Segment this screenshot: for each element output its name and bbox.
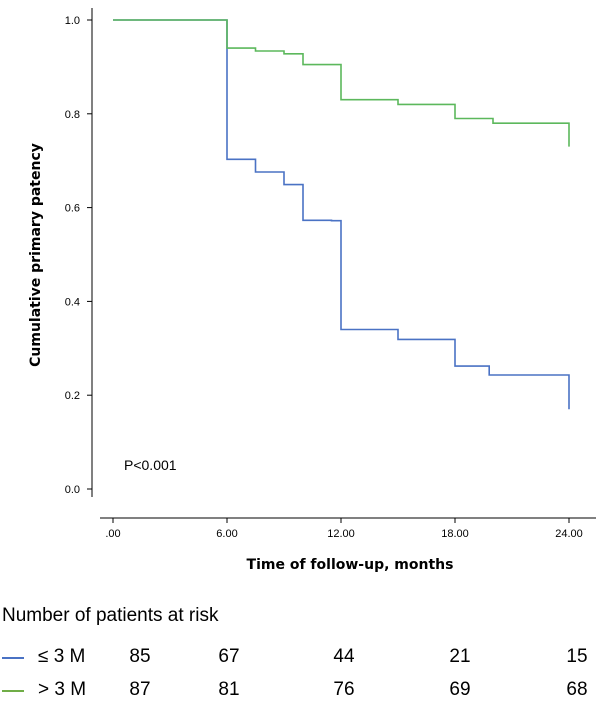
risk-count: 68 <box>566 679 588 700</box>
survival-curve-gt-3m <box>113 19 570 147</box>
risk-count: 87 <box>129 679 151 700</box>
risk-row-le-3m: ≤ 3 M 85 67 44 21 15 <box>0 646 614 670</box>
y-tick-label: 0.4 <box>65 296 80 308</box>
x-tick-label: 6.00 <box>216 528 237 540</box>
legend-line-blue <box>2 657 24 659</box>
x-axis-title: Time of follow-up, months <box>247 557 454 573</box>
risk-row-label: ≤ 3 M <box>38 646 86 667</box>
p-value-annotation: P<0.001 <box>124 457 177 473</box>
risk-count: 76 <box>333 679 355 700</box>
risk-count: 85 <box>129 646 151 667</box>
km-chart: 0.0 0.2 0.4 0.6 0.8 1.0 .00 6.00 12.00 18.00 24.00… <box>28 8 596 573</box>
y-axis-title: Cumulative primary patency <box>28 143 44 367</box>
x-tick-label: 18.00 <box>441 528 469 540</box>
x-tick-label: 24.00 <box>555 528 583 540</box>
x-tick-label: .00 <box>105 528 120 540</box>
y-tick-label: 0.2 <box>65 390 80 402</box>
risk-row-label: > 3 M <box>38 679 87 700</box>
risk-count: 67 <box>218 646 240 667</box>
risk-count: 81 <box>218 679 240 700</box>
risk-count: 44 <box>333 646 355 667</box>
risk-count: 69 <box>449 679 471 700</box>
risk-table-title: Number of patients at risk <box>2 605 219 626</box>
legend-line-green <box>2 690 24 692</box>
y-tick-label: 0.8 <box>65 109 80 121</box>
y-tick-label: 0.6 <box>65 203 80 215</box>
y-tick-label: 0.0 <box>65 484 80 496</box>
risk-count: 15 <box>566 646 588 667</box>
risk-count: 21 <box>449 646 471 667</box>
risk-row-gt-3m: > 3 M 87 81 76 69 68 <box>0 679 614 703</box>
x-tick-label: 12.00 <box>327 528 355 540</box>
survival-curve-le-3m <box>113 19 570 410</box>
y-tick-label: 1.0 <box>65 15 80 27</box>
